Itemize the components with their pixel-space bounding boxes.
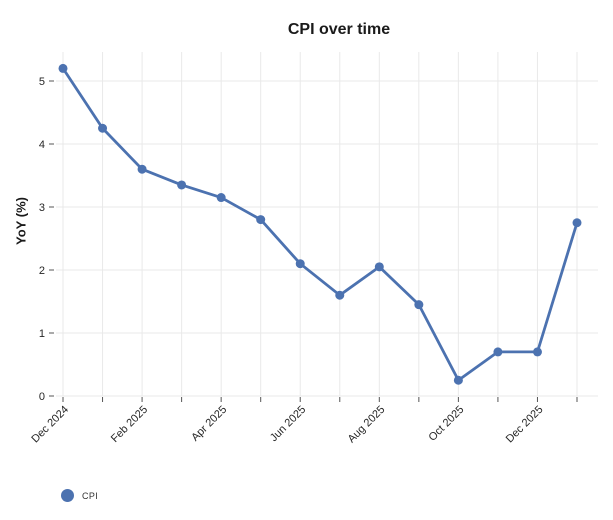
cpi-data-point: [256, 215, 266, 225]
x-tick-label: Feb 2025: [109, 404, 150, 445]
cpi-data-point: [177, 180, 187, 190]
y-tick-label: 4: [39, 139, 45, 151]
cpi-data-point: [532, 347, 542, 357]
legend: CPI: [61, 489, 98, 502]
y-tick-label: 5: [39, 76, 45, 88]
x-tick-label: Dec 2025: [504, 404, 546, 446]
cpi-data-point: [216, 193, 226, 203]
cpi-data-point: [493, 347, 503, 357]
cpi-data-point: [98, 123, 108, 133]
x-tick-label: Apr 2025: [189, 404, 229, 444]
legend-cpi-label: CPI: [82, 490, 99, 501]
cpi-data-point: [58, 63, 68, 73]
x-tick-label: Oct 2025: [426, 404, 466, 444]
cpi-data-point: [414, 300, 424, 310]
cpi-data-point: [335, 290, 345, 300]
cpi-data-point: [572, 218, 582, 228]
cpi-data-point: [453, 375, 463, 385]
chart-title: CPI over time: [287, 21, 391, 38]
cpi-data-point: [295, 259, 305, 269]
x-tick-label: Aug 2025: [346, 404, 388, 446]
y-tick-label: 3: [39, 202, 45, 214]
cpi-data-point: [374, 262, 384, 272]
y-tick-label: 1: [39, 328, 45, 340]
y-tick-label: 2: [39, 265, 45, 277]
x-tick-label: Dec 2024: [29, 404, 71, 446]
cpi-data-point: [137, 164, 147, 174]
y-tick-label: 0: [39, 391, 45, 403]
x-tick-label: Jun 2025: [268, 404, 308, 444]
cpi-line: [61, 67, 579, 382]
legend-cpi-marker-icon: [61, 489, 74, 502]
